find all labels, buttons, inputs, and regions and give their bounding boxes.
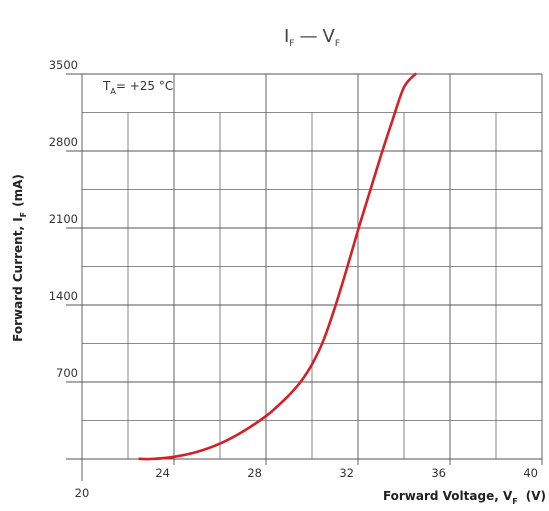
x-axis-label-text: Forward Voltage, V (383, 489, 513, 503)
x-tick-label: 20 (75, 486, 90, 500)
forward-current-curve (138, 72, 417, 461)
y-tick-label: 3500 (49, 58, 78, 72)
title-voltage-subscript: F (335, 39, 340, 49)
chart-title: IF — VF (284, 26, 340, 49)
annotation-prefix: T (102, 79, 111, 93)
x-tick-label: 24 (155, 466, 170, 480)
title-voltage-symbol: V (322, 26, 335, 47)
y-axis-label-subscript: F (19, 212, 28, 217)
x-axis-label-unit: (V) (526, 489, 546, 503)
x-axis-label: Forward Voltage, VF (V) (383, 489, 546, 506)
x-tick-label: 40 (523, 466, 538, 480)
y-axis-label-text: Forward Current, I (11, 217, 25, 342)
temperature-annotation: TA= +25 °C (102, 79, 173, 96)
grid (66, 73, 543, 465)
y-tick-label: 2100 (49, 212, 78, 226)
x-tick-label: 32 (339, 466, 354, 480)
y-tick-label: 700 (56, 366, 78, 380)
y-tick-label: 1400 (49, 289, 78, 303)
axes (66, 74, 542, 481)
title-dash: — (299, 26, 317, 47)
x-tick-label: 36 (431, 466, 446, 480)
title-current-symbol: I (284, 26, 289, 47)
x-tick-label: 28 (247, 466, 262, 480)
title-current-subscript: F (289, 39, 294, 49)
x-axis-label-subscript: F (512, 497, 517, 506)
tick-labels: 700 1400 2100 2800 3500 20 24 28 32 36 40 (49, 58, 538, 500)
y-axis-label-unit: (mA) (11, 174, 25, 207)
y-axis-label: Forward Current, IF (mA) (11, 174, 28, 342)
annotation-subscript: A (110, 87, 116, 96)
annotation-value: = +25 °C (116, 79, 173, 93)
y-tick-label: 2800 (49, 135, 78, 149)
